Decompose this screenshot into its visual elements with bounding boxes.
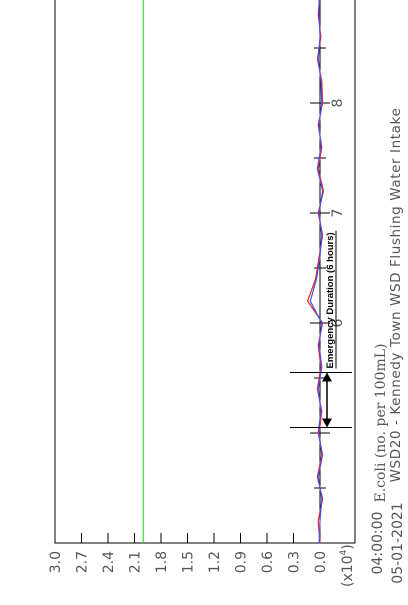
annotation-arrow-head-left (322, 418, 332, 428)
plot-frame (54, 0, 356, 544)
annotation-label: Emergency Duration (6 hours) (325, 232, 336, 368)
y-tick-label: 0.0 (313, 551, 329, 573)
x-start-time-label: 04:00:00 (370, 512, 386, 575)
annotation-arrow-head-right (322, 372, 332, 382)
y-tick-label: 0.3 (287, 551, 303, 573)
x-tick-label: 6 (330, 318, 346, 327)
y-tick-label: 0.9 (234, 551, 250, 573)
y-tick-label: 0.6 (260, 551, 276, 573)
y-tick-label: 1.5 (181, 551, 197, 573)
y-tick-label: 2.7 (75, 551, 91, 573)
y-tick-label: 2.4 (101, 551, 117, 573)
x-tick-label: 7 (330, 209, 346, 218)
y-tick-label: 1.2 (207, 551, 223, 573)
x-tick-label: 8 (330, 99, 346, 108)
y-tick-label: 3.0 (48, 551, 64, 573)
y-tick-label: 2.1 (128, 551, 144, 573)
y-tick-label: 1.8 (154, 551, 170, 573)
y-axis-label: E.coli (no. per 100mL) (373, 343, 389, 502)
y-multiplier: (x104) (339, 544, 356, 587)
x-start-date-label: 05-01-2021 (390, 502, 406, 583)
chart-caption: WSD20 - Kennedy Town WSD Flushing Water … (388, 108, 404, 483)
series-line-2 (309, 0, 324, 544)
